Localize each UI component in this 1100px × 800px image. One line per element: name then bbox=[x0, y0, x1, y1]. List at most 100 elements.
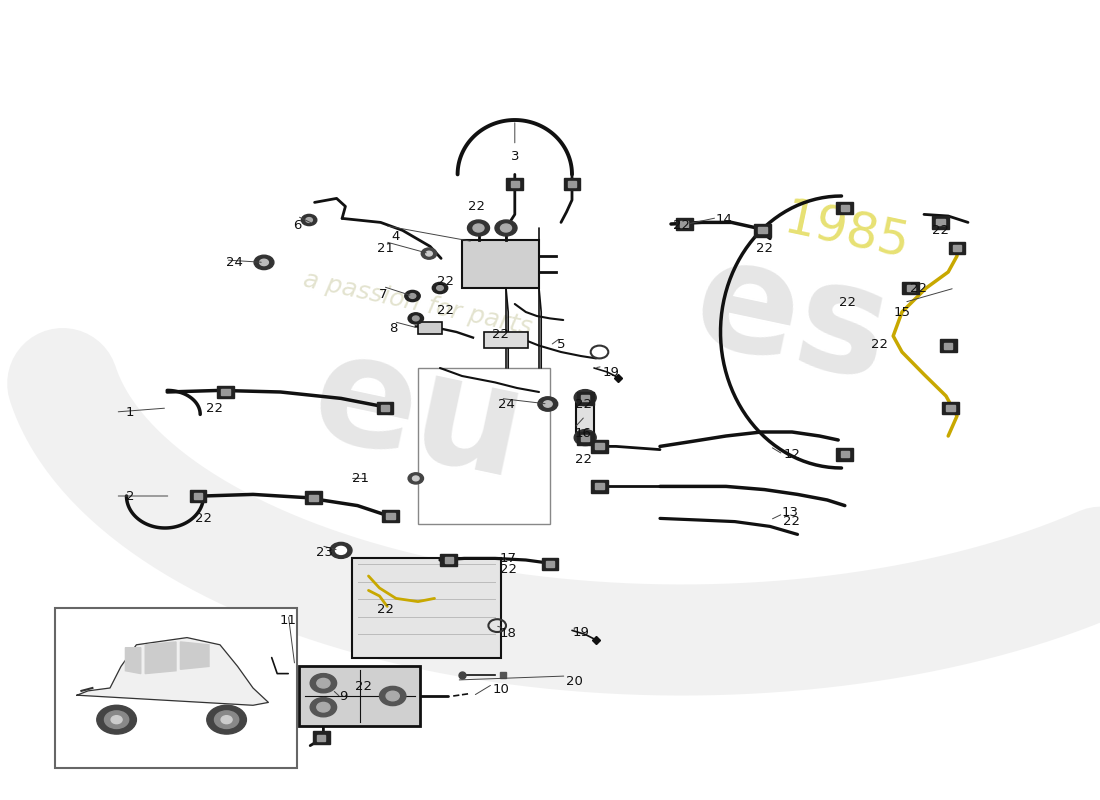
Bar bbox=[680, 221, 689, 227]
Bar bbox=[510, 181, 519, 187]
Text: 3: 3 bbox=[510, 150, 519, 162]
Bar bbox=[541, 558, 559, 570]
Text: 12: 12 bbox=[783, 448, 801, 461]
Bar bbox=[576, 392, 594, 405]
Circle shape bbox=[500, 224, 512, 232]
Bar bbox=[55, 608, 297, 768]
Text: es: es bbox=[681, 227, 903, 413]
Bar bbox=[312, 731, 330, 744]
Circle shape bbox=[310, 698, 337, 717]
Circle shape bbox=[437, 286, 443, 290]
Bar bbox=[305, 491, 322, 504]
Text: 5: 5 bbox=[557, 338, 565, 350]
Text: 4: 4 bbox=[392, 230, 400, 242]
Text: 19: 19 bbox=[602, 366, 619, 378]
Text: 11: 11 bbox=[279, 614, 297, 626]
Text: 22: 22 bbox=[871, 338, 889, 350]
Text: 22: 22 bbox=[673, 219, 691, 232]
Circle shape bbox=[538, 397, 558, 411]
Text: 7: 7 bbox=[378, 288, 387, 301]
Bar bbox=[484, 332, 528, 348]
Circle shape bbox=[412, 476, 419, 481]
Bar bbox=[568, 181, 576, 187]
Bar bbox=[546, 561, 554, 567]
Bar bbox=[382, 510, 399, 522]
Circle shape bbox=[412, 316, 419, 321]
Circle shape bbox=[574, 390, 596, 406]
Bar bbox=[836, 202, 854, 214]
Text: 22: 22 bbox=[376, 603, 394, 616]
Text: 9: 9 bbox=[339, 690, 348, 702]
Circle shape bbox=[408, 473, 424, 484]
Text: 21: 21 bbox=[352, 472, 370, 485]
Text: a passion for parts: a passion for parts bbox=[301, 268, 535, 340]
Text: 24: 24 bbox=[497, 398, 515, 410]
Bar bbox=[758, 227, 767, 234]
Circle shape bbox=[317, 678, 330, 688]
Text: 10: 10 bbox=[492, 683, 509, 696]
Text: eu: eu bbox=[298, 321, 538, 511]
Text: 22: 22 bbox=[756, 242, 773, 254]
Bar bbox=[936, 219, 945, 226]
Circle shape bbox=[317, 702, 330, 712]
Text: 17: 17 bbox=[499, 552, 517, 565]
Bar bbox=[563, 178, 581, 190]
Circle shape bbox=[306, 218, 312, 222]
Bar bbox=[462, 240, 539, 288]
Text: 1: 1 bbox=[125, 406, 134, 418]
Text: 14: 14 bbox=[715, 213, 733, 226]
Text: 22: 22 bbox=[492, 328, 509, 341]
Circle shape bbox=[214, 711, 239, 729]
Circle shape bbox=[495, 220, 517, 236]
Circle shape bbox=[409, 294, 416, 298]
Text: 22: 22 bbox=[574, 454, 592, 466]
Bar bbox=[946, 405, 955, 411]
Circle shape bbox=[301, 214, 317, 226]
Text: 20: 20 bbox=[565, 675, 583, 688]
Bar bbox=[840, 451, 849, 458]
Circle shape bbox=[405, 290, 420, 302]
Bar bbox=[221, 389, 230, 395]
Bar bbox=[906, 285, 915, 291]
Text: 19: 19 bbox=[572, 626, 590, 638]
Circle shape bbox=[379, 686, 406, 706]
Bar bbox=[591, 440, 608, 453]
Bar bbox=[953, 245, 961, 251]
Bar bbox=[309, 494, 318, 501]
Bar bbox=[376, 402, 394, 414]
Bar bbox=[581, 395, 590, 402]
Circle shape bbox=[111, 716, 122, 724]
Text: 15: 15 bbox=[893, 306, 911, 318]
Circle shape bbox=[426, 251, 432, 256]
Text: 22: 22 bbox=[838, 296, 856, 309]
Bar bbox=[591, 480, 608, 493]
Circle shape bbox=[386, 691, 399, 701]
Bar bbox=[942, 402, 959, 414]
Text: 22: 22 bbox=[437, 275, 454, 288]
Bar bbox=[418, 322, 442, 334]
Circle shape bbox=[207, 706, 246, 734]
Bar bbox=[352, 558, 500, 658]
Bar bbox=[840, 205, 849, 211]
Text: 13: 13 bbox=[781, 506, 799, 518]
Circle shape bbox=[260, 259, 268, 266]
Circle shape bbox=[421, 248, 437, 259]
Polygon shape bbox=[145, 642, 176, 674]
Bar bbox=[440, 554, 458, 566]
Text: 22: 22 bbox=[354, 680, 372, 693]
Text: 23: 23 bbox=[316, 546, 333, 558]
Bar bbox=[902, 282, 920, 294]
Polygon shape bbox=[77, 638, 268, 706]
Text: 22: 22 bbox=[499, 563, 517, 576]
Bar bbox=[506, 178, 524, 190]
Bar bbox=[189, 490, 207, 502]
Circle shape bbox=[336, 546, 346, 554]
Bar bbox=[444, 557, 453, 563]
Text: 22: 22 bbox=[574, 398, 592, 410]
Bar bbox=[944, 342, 953, 349]
Circle shape bbox=[580, 434, 591, 442]
Text: 6: 6 bbox=[293, 219, 301, 232]
Bar bbox=[675, 218, 693, 230]
Circle shape bbox=[408, 313, 424, 324]
Circle shape bbox=[543, 401, 552, 407]
